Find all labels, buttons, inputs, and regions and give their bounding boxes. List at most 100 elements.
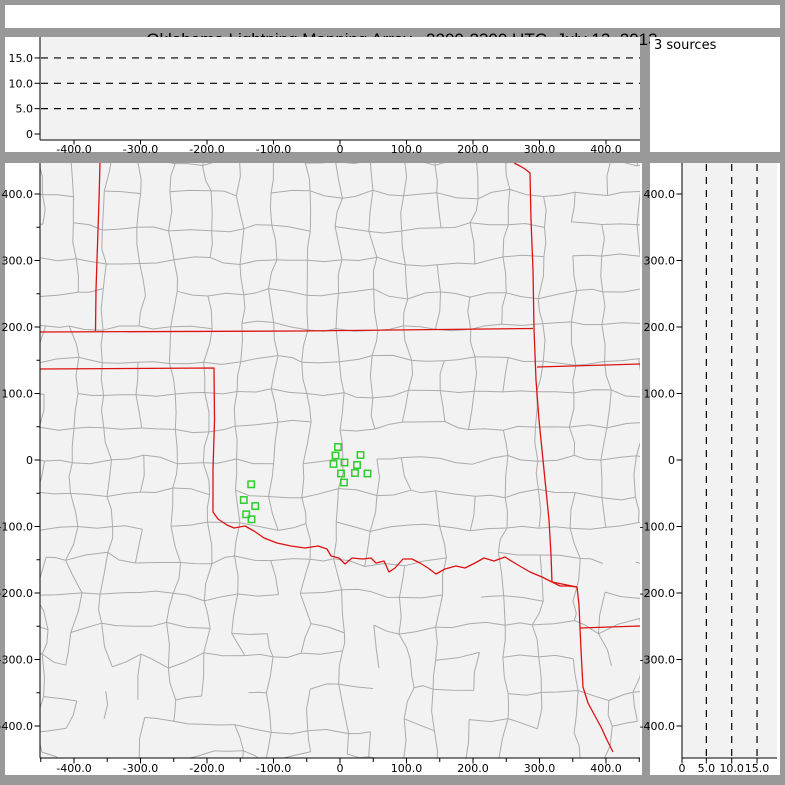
tick-label: 15.0 [9,52,34,65]
county-line [598,617,640,635]
county-line [341,588,372,593]
county-line [440,457,473,465]
county-line [502,254,544,258]
county-line [469,329,476,358]
county-line [572,600,577,621]
county-line [201,723,235,726]
county-line [368,190,374,232]
county-line [502,256,507,293]
ns-altitude-plot-area[interactable] [682,163,777,758]
county-line [42,194,74,198]
county-line [604,591,640,599]
county-line [202,163,214,166]
county-line [408,523,440,527]
county-line [632,691,640,693]
county-line [203,328,213,363]
county-line [343,392,373,399]
county-line [40,742,43,753]
county-line [65,560,83,594]
tick-label: 0 [679,762,686,775]
county-line [542,323,546,362]
county-line [569,424,607,429]
county-line [505,488,539,499]
county-line [234,522,241,557]
county-line [102,361,138,364]
county-line [100,592,141,595]
county-line [70,592,83,633]
county-line [40,165,43,195]
county-line [369,495,378,532]
county-line [440,390,475,394]
county-line [173,720,202,725]
county-line [404,264,409,300]
ew-altitude-plot-area[interactable] [40,37,640,140]
county-line [266,633,274,658]
county-line [101,230,107,265]
county-line [78,356,103,364]
county-line [502,657,509,694]
tick-label: 100.0 [391,143,423,156]
county-line [612,720,638,727]
county-line [271,224,311,232]
county-line [102,325,139,331]
county-line [268,288,308,296]
county-line [570,526,606,530]
county-line [440,291,471,298]
county-line [235,490,241,523]
county-line [576,288,603,293]
tick-label: 0 [337,762,344,775]
tick-label: -100.0 [256,143,291,156]
county-line [633,455,637,498]
county-line [134,621,167,627]
county-line [607,190,640,196]
county-line [40,592,83,596]
state-border-eastern-border [513,163,614,753]
county-line [269,192,273,226]
county-line [570,290,578,322]
county-line [542,321,572,325]
county-line [166,593,174,623]
county-line [112,525,143,530]
county-line [207,292,244,297]
county-line [112,653,142,668]
county-line [572,255,578,291]
tick-label: 0 [26,454,33,467]
county-line [307,730,312,752]
county-line [502,654,539,658]
county-line [643,289,645,324]
station-marker [340,458,349,467]
state-border-kansas-line-37n [40,327,534,333]
county-line [333,558,343,590]
county-line [107,526,114,553]
county-line [40,460,46,485]
county-line [504,163,506,164]
county-line [468,428,504,431]
county-line [572,558,581,602]
county-line [600,460,603,498]
county-line [106,496,114,527]
county-line [372,354,412,361]
county-line [371,330,379,356]
tick-label: -300.0 [123,762,158,775]
county-line [299,559,311,594]
county-line [537,489,542,529]
county-line [301,361,340,364]
county-line [106,491,141,497]
county-line [207,295,213,329]
county-line [143,454,178,465]
county-line [403,163,408,196]
county-line [534,427,539,462]
county-line [368,230,402,234]
county-line [140,487,173,494]
station-marker [247,480,256,489]
station-marker [242,510,251,519]
county-line [342,189,374,199]
county-line [106,459,112,497]
county-line [136,193,142,228]
tick-label: 300.0 [2,255,34,268]
county-line [444,421,469,431]
tick-label: -100.0 [640,521,675,534]
county-line [70,622,102,633]
county-line [601,223,638,226]
county-line [575,492,603,499]
